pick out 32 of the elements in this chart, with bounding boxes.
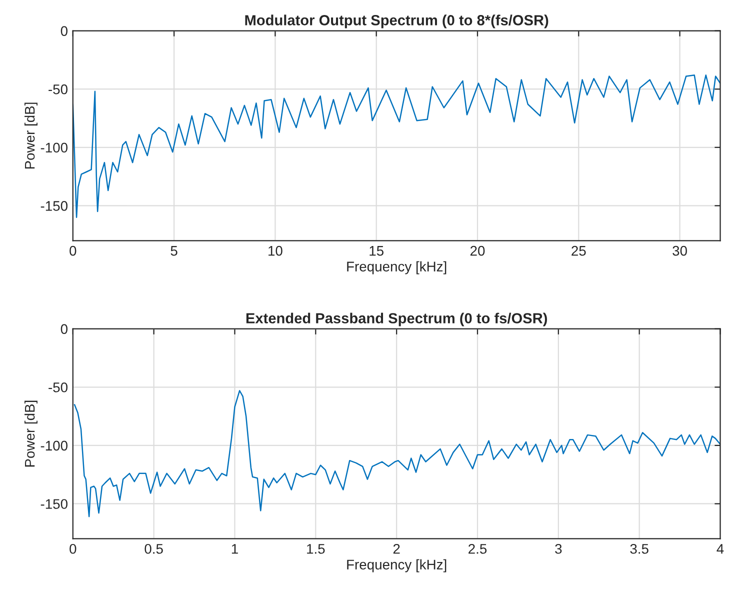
y-axis-title: Power [dB] [24, 400, 38, 467]
y-tick-label: -50 [48, 84, 68, 94]
x-tick-label: 3.5 [630, 544, 648, 554]
x-tick-label: 20 [470, 246, 485, 256]
x-axis-title: Frequency [kHz] [347, 261, 446, 274]
line-series [74, 390, 720, 518]
x-tick-label: 25 [572, 246, 586, 256]
x-tick-label: 1 [232, 544, 238, 554]
y-axis-title: Power [dB] [24, 102, 38, 169]
x-tick-label: 3 [555, 544, 562, 554]
x-tick-label: 0 [70, 544, 76, 554]
x-tick-label: 2.5 [468, 544, 487, 554]
x-tick-label: 15 [370, 246, 384, 256]
x-tick-label: 5 [170, 246, 178, 256]
x-axis-title: Frequency [kHz] [347, 559, 446, 572]
y-tick-label: -50 [48, 382, 68, 392]
y-tick-label: 0 [60, 26, 68, 36]
y-tick-label: -150 [40, 201, 68, 211]
x-tick-label: 4 [716, 544, 724, 554]
line-series [72, 74, 720, 218]
x-tick-label: 2 [393, 544, 400, 554]
x-tick-label: 30 [672, 246, 687, 256]
y-tick-label: -100 [40, 440, 68, 451]
x-tick-label: 0.5 [144, 544, 163, 554]
y-tick-label: -150 [40, 499, 68, 509]
chart-title: Extended Passband Spectrum (0 to fs/OSR) [246, 312, 547, 326]
x-tick-label: 0 [70, 246, 76, 256]
chart-title: Modulator Output Spectrum (0 to 8*(fs/OSR) [245, 14, 548, 28]
y-tick-label: 0 [60, 324, 68, 334]
x-tick-label: 10 [268, 246, 282, 256]
x-tick-label: 1.5 [307, 544, 325, 554]
y-tick-label: -100 [40, 142, 68, 153]
